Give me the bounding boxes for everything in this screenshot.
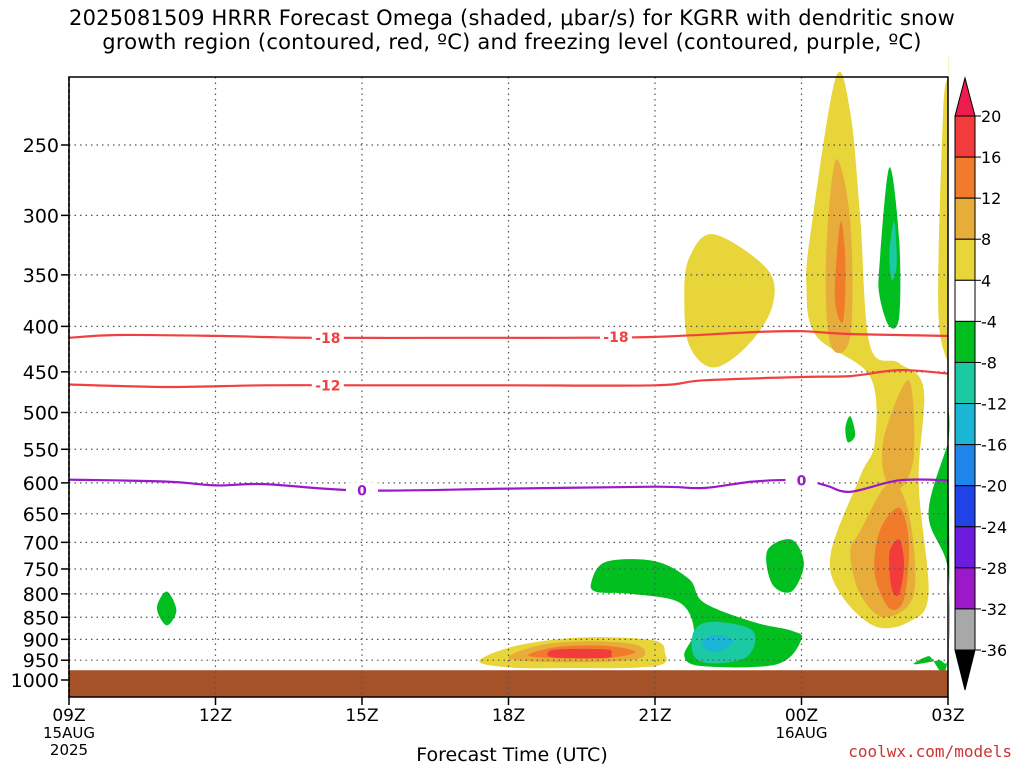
colorbar-swatch bbox=[954, 608, 976, 651]
contour-label-1-0: -12 bbox=[315, 378, 340, 394]
omega-region-18 bbox=[766, 539, 804, 593]
contour-label-bg bbox=[599, 329, 632, 346]
x-tick-date: 15AUG bbox=[43, 724, 95, 742]
surface-ground-fill bbox=[69, 670, 948, 697]
colorbar-label: -12 bbox=[981, 395, 1007, 414]
chart-title-line-2: growth region (contoured, red, ºC) and f… bbox=[102, 30, 922, 54]
watermark: coolwx.com/models bbox=[848, 742, 1012, 761]
y-tick-label: 1000 bbox=[11, 670, 59, 692]
y-tick-label: 350 bbox=[23, 265, 59, 287]
contour-1 bbox=[68, 368, 949, 389]
omega-region-20 bbox=[156, 591, 177, 626]
y-tick-label: 400 bbox=[23, 316, 59, 338]
colorbar-label: -36 bbox=[981, 641, 1007, 660]
y-axis-ticks: 2503003504004505005506006507007508008509… bbox=[11, 135, 69, 692]
x-tick-date: 16AUG bbox=[776, 724, 828, 742]
contour-label-bg bbox=[346, 482, 378, 499]
colorbar-swatch bbox=[954, 361, 976, 405]
colorbar-label: -16 bbox=[981, 436, 1007, 455]
contour-label-2-1: 0 bbox=[797, 473, 807, 489]
contour-label-2-0: 0 bbox=[357, 484, 367, 500]
colorbar-swatch bbox=[954, 279, 976, 322]
x-tick-label: 00Z bbox=[785, 706, 818, 726]
grid-lines bbox=[69, 77, 948, 697]
omega-shaded-regions bbox=[156, 55, 950, 673]
omega-region-7 bbox=[684, 234, 775, 368]
y-tick-label: 950 bbox=[23, 650, 59, 672]
omega-region-21 bbox=[913, 412, 950, 673]
colorbar-label: -24 bbox=[981, 518, 1007, 537]
contour-label-0-0: -18 bbox=[315, 331, 340, 347]
colorbar-swatch bbox=[954, 115, 976, 158]
colorbar-swatch bbox=[954, 485, 976, 528]
contour-2 bbox=[68, 478, 949, 493]
colorbar-swatch bbox=[954, 156, 976, 199]
colorbar-label: 20 bbox=[981, 107, 1001, 126]
y-tick-label: 650 bbox=[23, 504, 59, 526]
x-tick-label: 12Z bbox=[199, 706, 232, 726]
contour-label-bg bbox=[311, 377, 344, 394]
colorbar-label: -20 bbox=[981, 477, 1007, 496]
x-tick-label: 03Z bbox=[931, 706, 964, 726]
colorbar-label: 16 bbox=[981, 148, 1001, 167]
colorbar: 20 16 12 8 4 -4 -8 -12 -16 -20 -24 -28 -32 -36 bbox=[954, 76, 1007, 691]
y-tick-label: 600 bbox=[23, 473, 59, 495]
chart-title: 2025081509 HRRR Forecast Omega (shaded, … bbox=[0, 6, 1024, 54]
colorbar-swatch bbox=[954, 197, 976, 240]
colorbar-label: 8 bbox=[981, 230, 991, 249]
omega-region-9 bbox=[938, 55, 949, 381]
y-tick-label: 450 bbox=[23, 362, 59, 384]
x-tick-year: 2025 bbox=[50, 741, 88, 759]
x-tick-label: 09Z bbox=[52, 706, 85, 726]
omega-region-15 bbox=[889, 539, 905, 597]
contours: -18 -18 -12 0 0 bbox=[68, 329, 949, 500]
omega-region-17 bbox=[889, 221, 897, 281]
colorbar-swatch bbox=[954, 238, 976, 281]
contour-label-bg bbox=[785, 472, 818, 489]
colorbar-label: -4 bbox=[981, 312, 997, 331]
colorbar-label: -28 bbox=[981, 559, 1007, 578]
x-tick-label: 21Z bbox=[638, 706, 671, 726]
colorbar-label: -32 bbox=[981, 600, 1007, 619]
colorbar-label: 12 bbox=[981, 189, 1001, 208]
colorbar-swatch bbox=[954, 567, 976, 610]
surface-ground bbox=[69, 670, 948, 697]
omega-region-12 bbox=[882, 380, 915, 491]
colorbar-swatch bbox=[954, 320, 976, 363]
omega-region-3 bbox=[547, 648, 612, 659]
y-tick-label: 900 bbox=[23, 629, 59, 651]
y-tick-label: 700 bbox=[23, 532, 59, 554]
omega-region-6 bbox=[702, 634, 734, 653]
contour-0 bbox=[68, 329, 949, 340]
x-axis-label: Forecast Time (UTC) bbox=[416, 744, 608, 766]
y-tick-label: 300 bbox=[23, 205, 59, 227]
colorbar-swatch bbox=[954, 526, 976, 569]
chart-title-line-1: 2025081509 HRRR Forecast Omega (shaded, … bbox=[69, 6, 955, 30]
y-tick-label: 850 bbox=[23, 607, 59, 629]
x-tick-label: 18Z bbox=[492, 706, 525, 726]
colorbar-swatch bbox=[954, 403, 976, 446]
colorbar-swatch bbox=[954, 444, 976, 487]
colorbar-bottom-arrow bbox=[954, 649, 976, 691]
contour-label-bg bbox=[311, 329, 344, 346]
y-tick-label: 750 bbox=[23, 559, 59, 581]
colorbar-label: 4 bbox=[981, 271, 991, 290]
omega-region-19 bbox=[845, 416, 856, 443]
x-tick-label: 15Z bbox=[345, 706, 378, 726]
omega-region-13 bbox=[834, 221, 846, 323]
y-tick-label: 500 bbox=[23, 403, 59, 425]
y-tick-label: 250 bbox=[23, 135, 59, 157]
y-tick-label: 800 bbox=[23, 584, 59, 606]
contour-label-0-1: -18 bbox=[603, 330, 628, 346]
omega-region-16 bbox=[878, 167, 901, 329]
y-tick-label: 550 bbox=[23, 439, 59, 461]
colorbar-label: -8 bbox=[981, 353, 997, 372]
colorbar-top-arrow bbox=[954, 76, 976, 117]
